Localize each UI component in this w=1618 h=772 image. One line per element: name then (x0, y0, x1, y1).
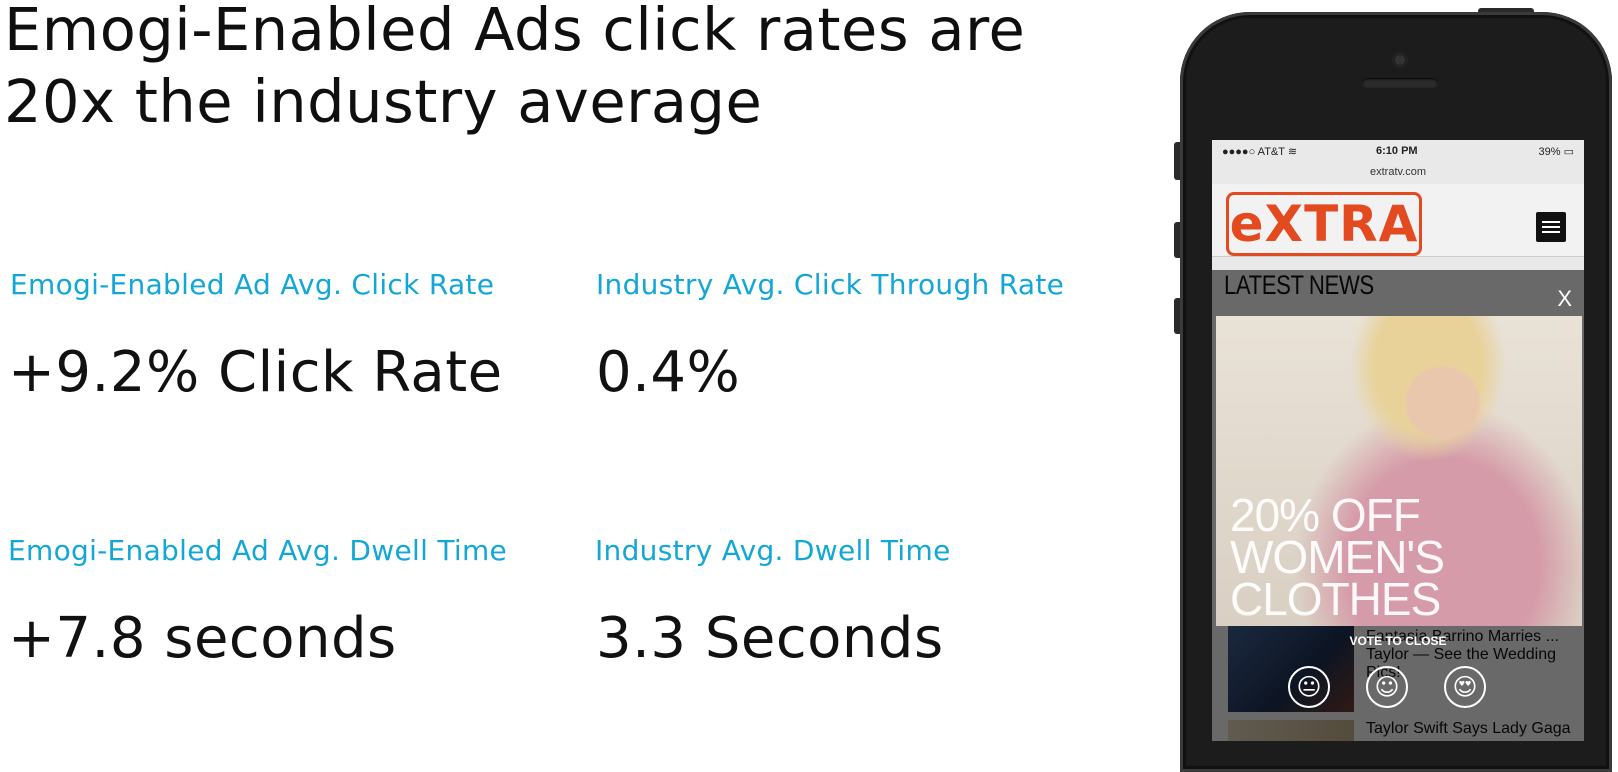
phone-volume-up (1174, 222, 1182, 258)
status-time: 6:10 PM (1376, 145, 1418, 157)
site-header: eXTRA (1212, 184, 1584, 257)
hamburger-menu-icon[interactable] (1536, 212, 1566, 242)
carrier-signal: ●●●●○ AT&T ≋ (1222, 146, 1298, 158)
headline: Emogi-Enabled Ads click rates are 20x th… (4, 0, 1025, 138)
industry-dwell-time-value: 3.3 Seconds (596, 606, 944, 671)
heart-eyes-icon[interactable]: 😍 (1444, 666, 1486, 708)
emogi-dwell-time-value: +7.8 seconds (8, 606, 397, 671)
emogi-click-rate-value: +9.2% Click Rate (8, 340, 503, 405)
url-bar[interactable]: extratv.com (1369, 166, 1427, 178)
neutral-face-icon[interactable]: 😐 (1288, 666, 1330, 708)
battery-indicator: 39% ▭ (1538, 146, 1574, 158)
ad-offer-text: 20% OFF WOMEN'S CLOTHES (1230, 489, 1445, 625)
smiley-face-icon[interactable]: ☺ (1366, 666, 1408, 708)
headline-line-2: 20x the industry average (4, 67, 763, 136)
phone-screen: ●●●●○ AT&T ≋ 6:10 PM 39% ▭ extratv.com e… (1212, 140, 1584, 741)
vote-to-close-label: VOTE TO CLOSE (1349, 634, 1447, 648)
phone-mute-switch (1174, 142, 1182, 180)
industry-ctr-label: Industry Avg. Click Through Rate (596, 268, 1065, 301)
status-bar: ●●●●○ AT&T ≋ 6:10 PM 39% ▭ (1212, 140, 1584, 162)
industry-ctr-value: 0.4% (596, 340, 741, 405)
phone-power-button (1478, 8, 1534, 14)
phone-camera (1392, 52, 1408, 68)
ad-banner[interactable]: 20% OFF WOMEN'S CLOTHES (1216, 316, 1582, 626)
headline-line-1: Emogi-Enabled Ads click rates are (4, 0, 1026, 64)
phone-speaker (1362, 78, 1438, 88)
emogi-dwell-time-label: Emogi-Enabled Ad Avg. Dwell Time (8, 534, 508, 567)
phone-volume-down (1174, 298, 1182, 334)
industry-dwell-time-label: Industry Avg. Dwell Time (595, 534, 951, 567)
extra-logo[interactable]: eXTRA (1226, 192, 1422, 256)
close-icon[interactable]: X (1557, 286, 1572, 311)
emogi-click-rate-label: Emogi-Enabled Ad Avg. Click Rate (10, 268, 495, 301)
